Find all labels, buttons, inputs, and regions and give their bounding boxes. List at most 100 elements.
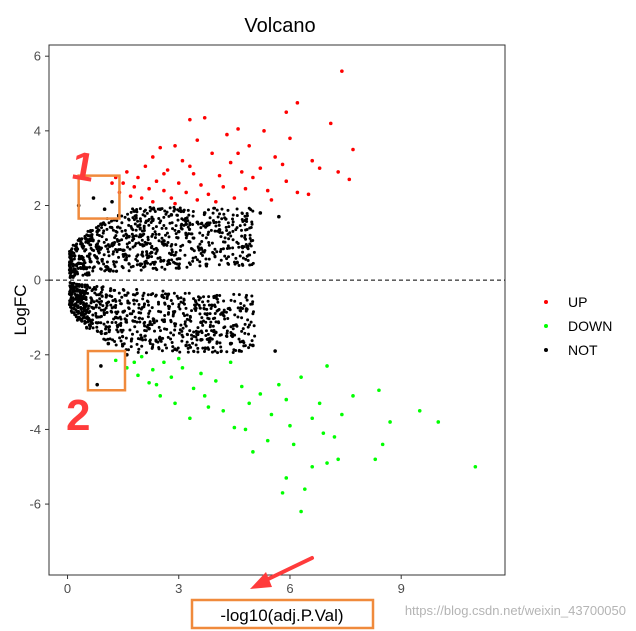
- not-point: [244, 243, 248, 247]
- not-point: [167, 214, 171, 218]
- not-point: [78, 239, 82, 243]
- not-point: [215, 208, 219, 212]
- not-point: [226, 307, 230, 311]
- not-point: [197, 330, 201, 334]
- down-point: [284, 397, 289, 402]
- not-point: [238, 224, 242, 228]
- not-point: [231, 223, 235, 227]
- down-point: [199, 371, 203, 376]
- not-point: [219, 345, 223, 349]
- down-point: [180, 366, 185, 370]
- not-point: [215, 250, 219, 254]
- not-point: [137, 316, 141, 320]
- not-point: [207, 347, 211, 351]
- not-point: [161, 259, 165, 263]
- down-point: [310, 416, 315, 421]
- not-point: [162, 239, 166, 243]
- not-point: [132, 302, 136, 306]
- not-point: [98, 297, 102, 301]
- up-point: [217, 173, 222, 178]
- not-point: [204, 329, 208, 333]
- not-point: [211, 324, 215, 328]
- not-point: [166, 304, 170, 308]
- not-point: [246, 318, 250, 322]
- up-point: [284, 110, 289, 114]
- not-point: [203, 347, 207, 351]
- not-point: [143, 338, 147, 342]
- not-point: [97, 261, 101, 265]
- not-point: [217, 263, 221, 267]
- not-point: [171, 345, 175, 349]
- not-point: [90, 235, 94, 239]
- not-point: [186, 208, 190, 212]
- not-point: [160, 349, 164, 353]
- not-point: [160, 293, 164, 297]
- down-point: [277, 382, 281, 387]
- not-point: [146, 235, 150, 239]
- not-point: [188, 262, 192, 266]
- not-point: [273, 349, 277, 353]
- down-point: [151, 367, 155, 372]
- not-point: [183, 320, 187, 324]
- not-point: [72, 251, 76, 255]
- not-point: [76, 267, 80, 271]
- not-point: [99, 222, 103, 226]
- not-point: [158, 256, 162, 260]
- not-point: [145, 250, 149, 254]
- not-point: [108, 325, 112, 329]
- x-tick-label: 0: [64, 581, 71, 596]
- not-point: [167, 292, 171, 296]
- not-point: [186, 225, 190, 229]
- up-point: [228, 160, 233, 165]
- down-point: [251, 450, 255, 454]
- not-point: [250, 220, 254, 224]
- not-point: [226, 221, 230, 225]
- not-point: [155, 319, 159, 323]
- up-point: [191, 171, 196, 176]
- not-point: [223, 236, 227, 240]
- not-point: [154, 338, 158, 342]
- not-point: [231, 252, 235, 256]
- not-point: [131, 319, 135, 323]
- x-tick-label: 6: [286, 581, 293, 596]
- not-point: [133, 244, 137, 248]
- not-point: [108, 337, 112, 341]
- not-point: [71, 264, 75, 268]
- not-point: [108, 294, 112, 298]
- not-point: [92, 265, 96, 269]
- not-point: [75, 305, 79, 309]
- not-point: [174, 232, 178, 236]
- not-point: [204, 333, 208, 337]
- not-point: [190, 337, 194, 341]
- not-point: [172, 291, 176, 295]
- not-point: [244, 295, 248, 299]
- not-point: [78, 290, 82, 294]
- not-point: [159, 329, 163, 333]
- not-point: [139, 233, 144, 238]
- not-point: [125, 320, 129, 324]
- not-point: [69, 305, 73, 309]
- not-point: [169, 337, 173, 341]
- not-point: [198, 242, 202, 246]
- not-point: [173, 328, 177, 332]
- not-point: [235, 214, 239, 218]
- not-point: [224, 334, 228, 338]
- up-point: [132, 185, 137, 189]
- not-point: [119, 339, 123, 343]
- not-point: [219, 350, 223, 354]
- not-point: [107, 330, 111, 334]
- not-point: [124, 336, 128, 340]
- not-point: [244, 257, 248, 261]
- not-point: [137, 311, 141, 315]
- not-point: [249, 208, 253, 212]
- not-point: [179, 224, 183, 228]
- not-point: [161, 289, 165, 293]
- y-tick-label: 2: [34, 198, 41, 213]
- up-point: [239, 170, 244, 174]
- not-point: [176, 236, 180, 240]
- not-point: [192, 334, 196, 338]
- up-point: [121, 181, 125, 185]
- not-point: [148, 205, 152, 209]
- not-point: [160, 236, 164, 240]
- not-point: [88, 309, 92, 313]
